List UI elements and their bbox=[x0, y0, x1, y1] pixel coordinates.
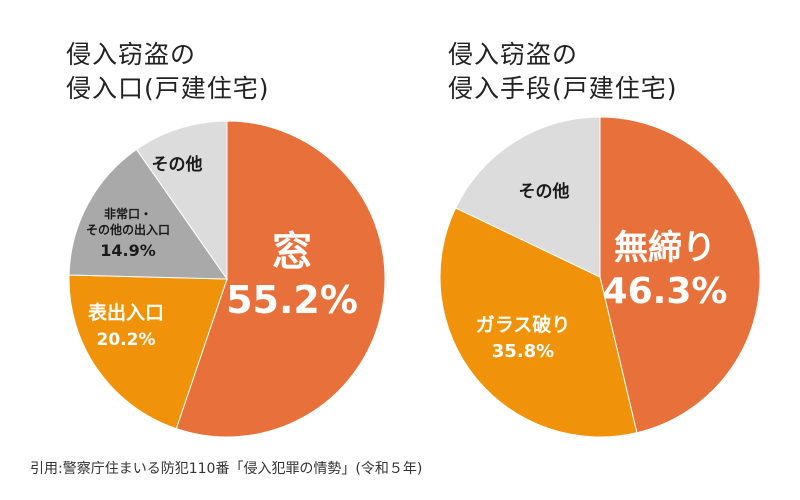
pie-slice-4 bbox=[135, 120, 228, 281]
chart-title-methods: 侵入窃盗の 侵入手段(戸建住宅) bbox=[448, 38, 678, 106]
slice-label: その他 bbox=[519, 181, 570, 202]
chart-title-line: 侵入窃盗の bbox=[66, 40, 197, 69]
slice-label: 窓 bbox=[272, 229, 312, 275]
pie-slice-3 bbox=[68, 148, 228, 280]
slice-label: その他 bbox=[152, 154, 203, 175]
slice-label: 表出入口 bbox=[88, 301, 164, 324]
slice-label: その他の出入口 bbox=[86, 222, 170, 237]
slice-value-label: 20.2% bbox=[97, 330, 156, 350]
slice-value-label: 46.3% bbox=[603, 271, 728, 312]
pie-chart-1: 窓55.2% 表出入口 20.2% 非常口・その他の出入口 14.9% その他 bbox=[68, 120, 386, 438]
slice-value-label: 55.2% bbox=[226, 278, 358, 322]
chart-title-line: 侵入口(戸建住宅) bbox=[66, 74, 270, 103]
slice-value-label: 14.9% bbox=[100, 241, 156, 260]
slice-label: 非常口・ bbox=[104, 206, 152, 221]
slice-value-label: 35.8% bbox=[492, 341, 554, 362]
slice-label: 無締り bbox=[614, 228, 716, 268]
pie-slice-2 bbox=[439, 207, 638, 438]
pie-slice-2 bbox=[68, 274, 228, 430]
pie-slice-3 bbox=[454, 116, 601, 278]
chart-title-entry-points: 侵入窃盗の 侵入口(戸建住宅) bbox=[66, 38, 270, 106]
chart-title-line: 侵入手段(戸建住宅) bbox=[448, 74, 678, 103]
pie-slice-1 bbox=[175, 120, 386, 438]
pie-slice-1 bbox=[599, 116, 761, 434]
chart-title-line: 侵入窃盗の bbox=[448, 40, 579, 69]
source-citation: 引用:警察庁住まいる防犯110番「侵入犯罪の情勢」(令和５年) bbox=[30, 461, 423, 477]
slice-label: ガラス破り bbox=[476, 314, 571, 336]
